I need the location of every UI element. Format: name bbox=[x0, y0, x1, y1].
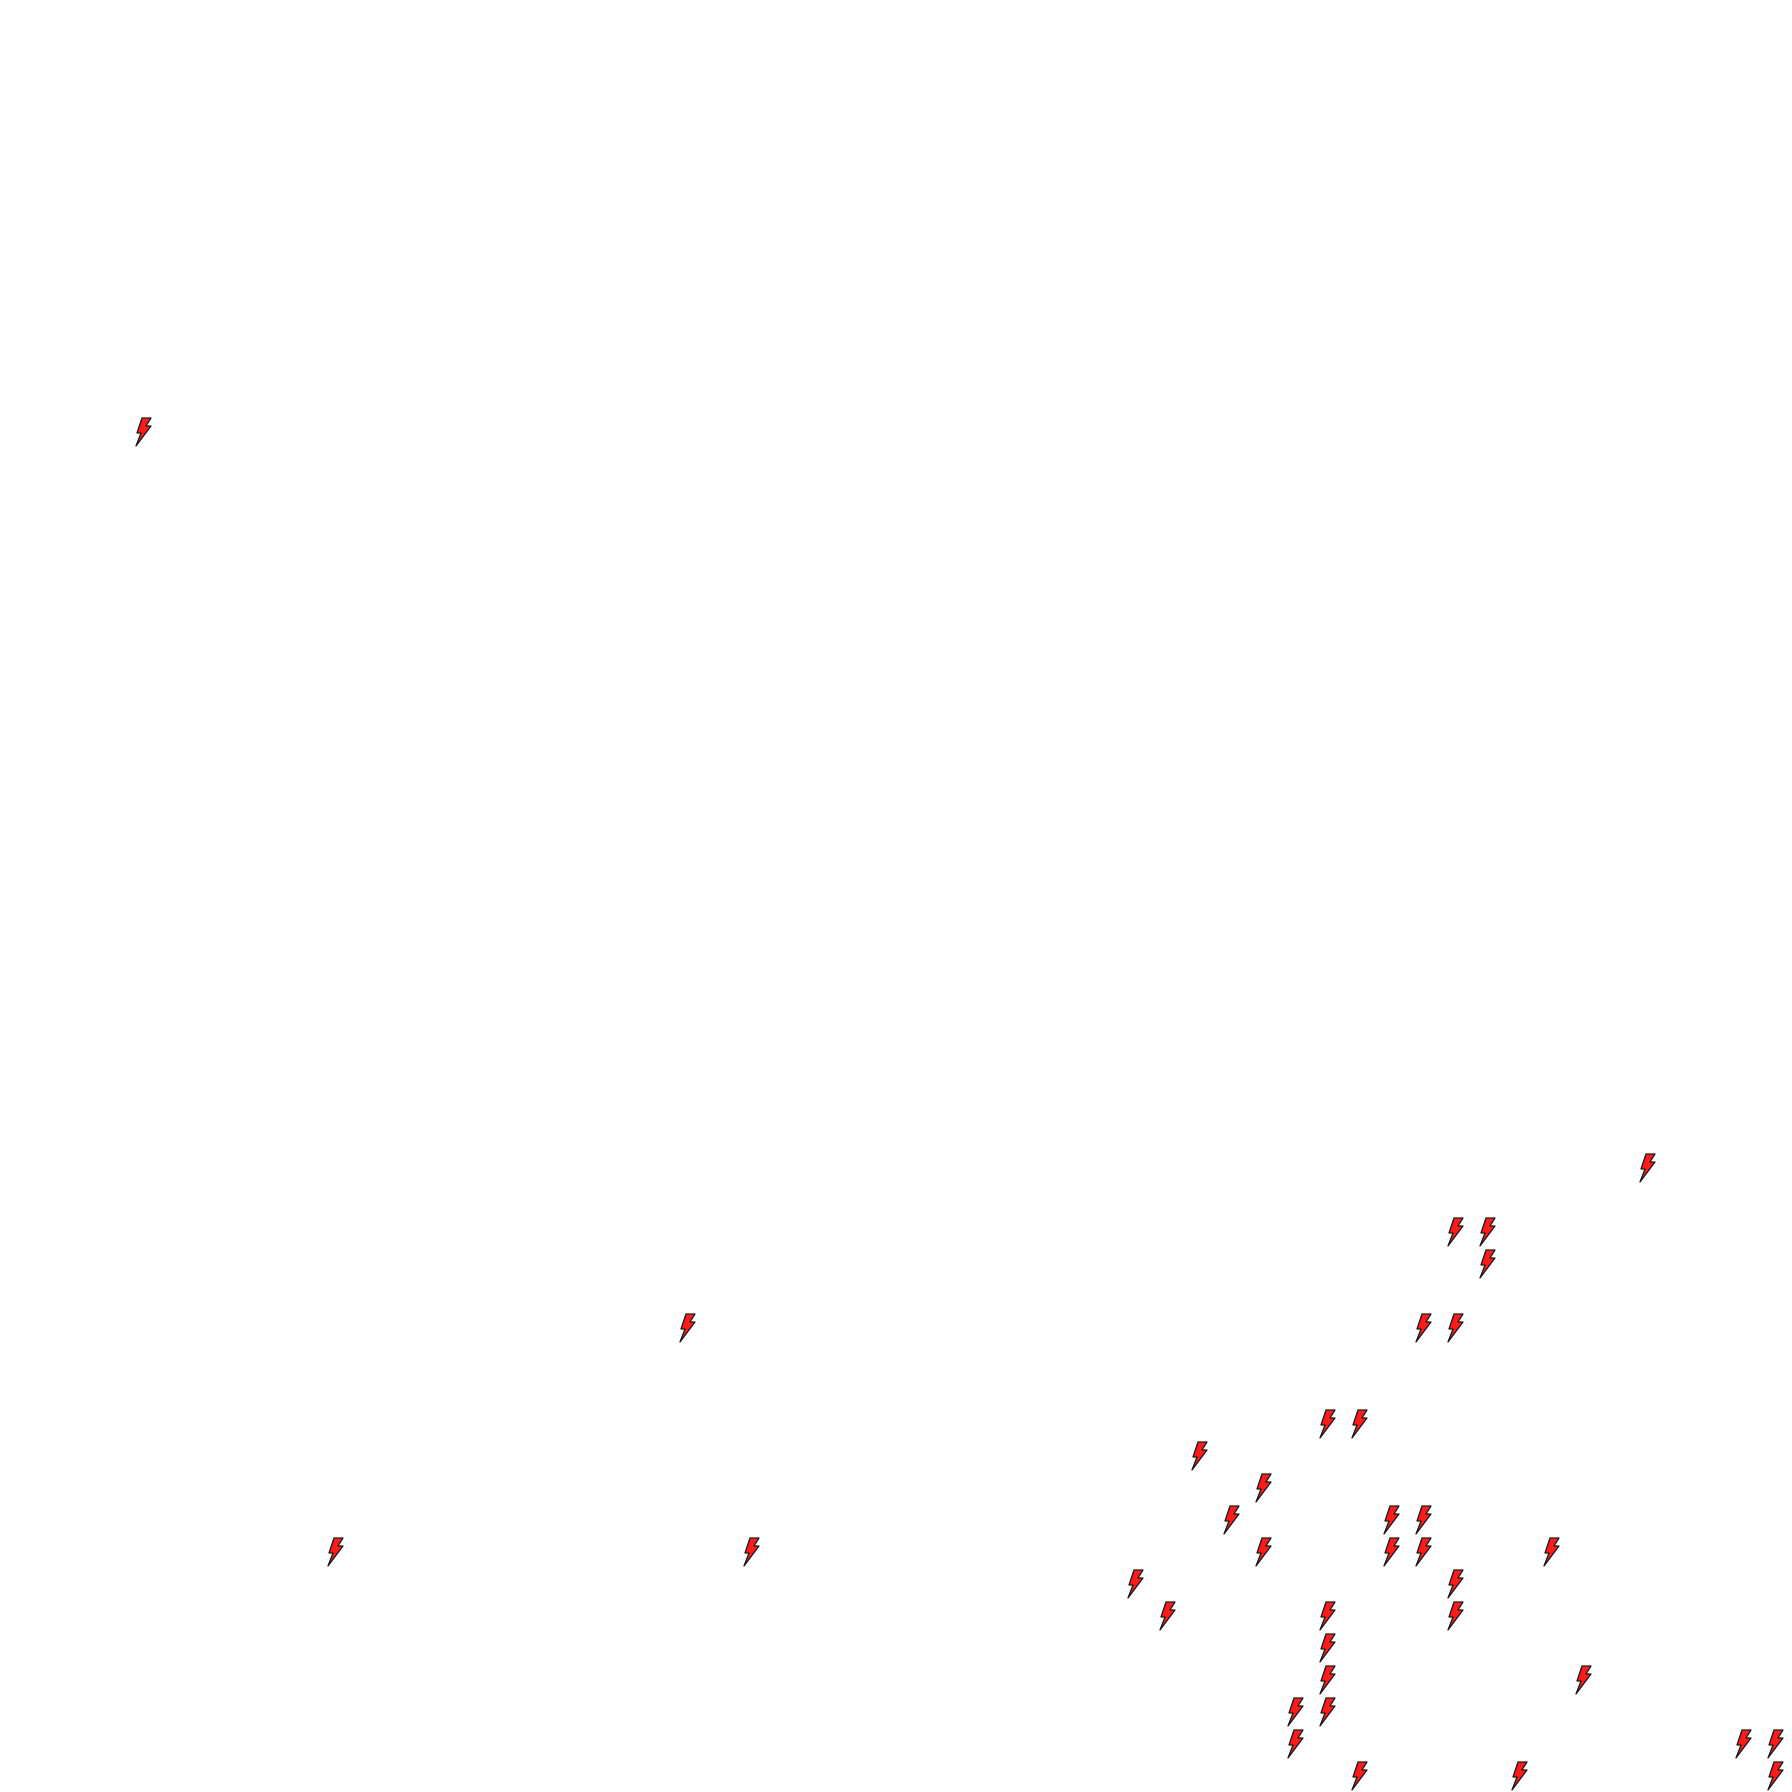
lightning-bolt-icon[interactable] bbox=[1735, 1729, 1753, 1759]
lightning-bolt-icon[interactable] bbox=[1383, 1537, 1401, 1567]
lightning-bolt-icon[interactable] bbox=[1319, 1665, 1337, 1695]
lightning-bolt-icon[interactable] bbox=[1383, 1505, 1401, 1535]
lightning-bolt-icon[interactable] bbox=[1447, 1217, 1465, 1247]
lightning-bolt-icon[interactable] bbox=[1319, 1633, 1337, 1663]
lightning-bolt-icon[interactable] bbox=[1287, 1729, 1305, 1759]
lightning-bolt-icon[interactable] bbox=[1415, 1537, 1433, 1567]
lightning-bolt-icon[interactable] bbox=[1255, 1473, 1273, 1503]
lightning-bolt-icon[interactable] bbox=[1447, 1601, 1465, 1631]
lightning-bolt-icon[interactable] bbox=[1575, 1665, 1593, 1695]
lightning-bolt-icon[interactable] bbox=[1255, 1537, 1273, 1567]
lightning-bolt-icon[interactable] bbox=[1191, 1441, 1209, 1471]
lightning-bolt-icon[interactable] bbox=[1351, 1761, 1369, 1791]
lightning-bolt-icon[interactable] bbox=[743, 1537, 761, 1567]
lightning-bolt-icon[interactable] bbox=[1479, 1249, 1497, 1279]
lightning-bolt-icon[interactable] bbox=[1447, 1569, 1465, 1599]
lightning-bolt-icon[interactable] bbox=[1351, 1409, 1369, 1439]
lightning-bolt-icon[interactable] bbox=[1511, 1761, 1529, 1791]
lightning-bolt-icon[interactable] bbox=[1415, 1505, 1433, 1535]
lightning-bolt-icon[interactable] bbox=[1319, 1601, 1337, 1631]
lightning-bolt-icon[interactable] bbox=[1767, 1729, 1785, 1759]
lightning-bolt-icon[interactable] bbox=[1639, 1153, 1657, 1183]
lightning-bolt-icon[interactable] bbox=[1319, 1697, 1337, 1727]
lightning-bolt-icon[interactable] bbox=[679, 1313, 697, 1343]
lightning-bolt-icon[interactable] bbox=[1479, 1217, 1497, 1247]
lightning-bolt-icon[interactable] bbox=[1415, 1313, 1433, 1343]
lightning-bolt-icon[interactable] bbox=[1319, 1409, 1337, 1439]
lightning-bolt-icon[interactable] bbox=[1287, 1697, 1305, 1727]
lightning-bolt-icon[interactable] bbox=[1543, 1537, 1561, 1567]
lightning-bolt-icon[interactable] bbox=[1159, 1601, 1177, 1631]
lightning-bolt-icon[interactable] bbox=[1127, 1569, 1145, 1599]
lightning-bolt-icon[interactable] bbox=[1767, 1761, 1785, 1791]
lightning-bolt-icon[interactable] bbox=[327, 1537, 345, 1567]
lightning-bolt-icon[interactable] bbox=[135, 417, 153, 447]
lightning-bolt-icon[interactable] bbox=[1223, 1505, 1241, 1535]
lightning-bolt-icon[interactable] bbox=[1447, 1313, 1465, 1343]
